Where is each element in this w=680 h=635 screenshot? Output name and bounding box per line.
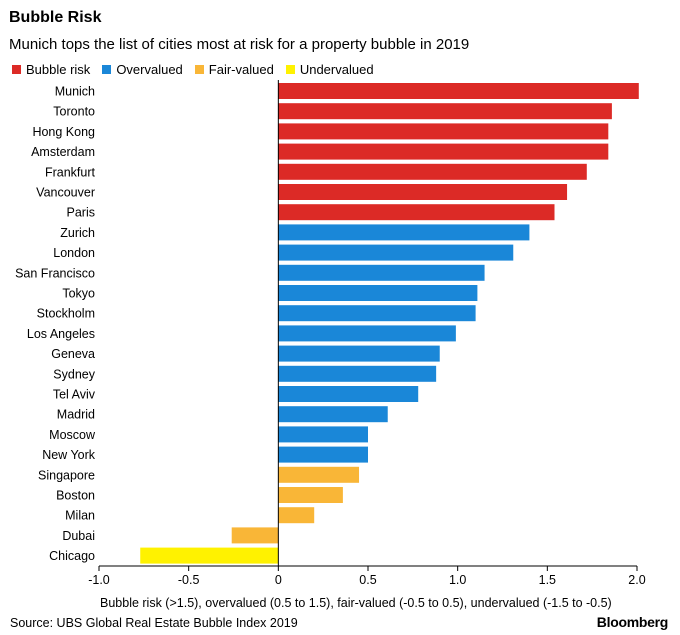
legend-item-bubble-risk: Bubble risk (12, 62, 90, 77)
category-label-tel-aviv: Tel Aviv (53, 388, 96, 402)
bar-singapore (278, 466, 360, 483)
category-label-singapore: Singapore (38, 468, 95, 482)
bar-stockholm (278, 305, 476, 322)
category-label-hong-kong: Hong Kong (32, 125, 95, 139)
chart-subtitle: Munich tops the list of cities most at r… (9, 36, 470, 53)
bar-frankfurt (278, 163, 587, 180)
legend-item-undervalued: Undervalued (285, 62, 374, 77)
x-tick-label: 0.5 (359, 573, 376, 587)
category-label-stockholm: Stockholm (37, 307, 95, 321)
x-tick-label: 1.0 (449, 573, 466, 587)
bar-san-francisco (278, 264, 485, 281)
legend-swatch (194, 65, 204, 74)
bar-toronto (278, 103, 612, 120)
bar-sydney (278, 365, 437, 382)
legend-label: Bubble risk (26, 62, 91, 77)
bar-chart: Munich Toronto Hong Kong Amsterdam Frankfurt… (15, 80, 646, 587)
category-label-madrid: Madrid (57, 408, 95, 422)
category-label-toronto: Toronto (53, 105, 95, 119)
category-label-milan: Milan (65, 509, 95, 523)
bar-london (278, 244, 514, 261)
category-label-munich: Munich (55, 85, 95, 99)
x-axis-label: Bubble risk (>1.5), overvalued (0.5 to 1… (100, 596, 612, 610)
bloomberg-logo: Bloomberg (596, 614, 669, 630)
bar-moscow (278, 426, 368, 443)
category-label-vancouver: Vancouver (36, 186, 95, 200)
legend-item-fair-valued: Fair-valued (194, 62, 274, 77)
category-label-amsterdam: Amsterdam (31, 145, 95, 159)
bar-milan (278, 507, 315, 524)
bar-tokyo (278, 285, 478, 301)
category-label-geneva: Geneva (51, 347, 95, 361)
legend-label: Fair-valued (208, 62, 274, 77)
category-label-boston: Boston (56, 489, 95, 503)
legend-swatch (102, 65, 112, 74)
bar-paris (278, 204, 555, 221)
legend-swatch (12, 65, 21, 74)
category-label-paris: Paris (67, 206, 95, 220)
category-label-chicago: Chicago (49, 549, 95, 563)
chart-title: Bubble Risk (9, 9, 102, 26)
legend: Bubble risk Overvalued Fair-valued Under… (12, 62, 386, 77)
x-tick-label: -1.0 (88, 573, 110, 587)
category-label-new-york: New York (42, 448, 96, 462)
bar-dubai (231, 527, 279, 544)
bar-tel-aviv (278, 386, 419, 402)
x-tick-label: 2.0 (628, 573, 645, 587)
bar-los-angeles (278, 325, 456, 342)
bar-amsterdam (278, 143, 609, 160)
category-label-san-francisco: San Francisco (15, 266, 95, 280)
category-label-moscow: Moscow (49, 428, 96, 442)
bar-geneva (278, 345, 440, 362)
bar-madrid (278, 406, 388, 423)
bar-new-york (278, 446, 368, 463)
category-label-dubai: Dubai (62, 529, 95, 543)
x-tick-label: 0 (275, 573, 282, 587)
bar-chicago (140, 547, 279, 564)
bar-vancouver (278, 184, 568, 200)
legend-swatch (285, 65, 295, 74)
category-label-zurich: Zurich (60, 226, 95, 240)
category-label-sydney: Sydney (53, 367, 95, 381)
source-note: Source: UBS Global Real Estate Bubble In… (10, 616, 298, 630)
legend-item-overvalued: Overvalued (102, 62, 183, 77)
category-label-tokyo: Tokyo (62, 287, 95, 301)
legend-label: Overvalued (116, 62, 183, 77)
bar-munich (278, 83, 639, 99)
category-label-los-angeles: Los Angeles (27, 327, 95, 341)
bar-hong-kong (278, 123, 609, 140)
category-label-frankfurt: Frankfurt (45, 165, 96, 179)
bar-boston (278, 487, 343, 503)
x-tick-label: -0.5 (178, 573, 200, 587)
x-tick-label: 1.5 (539, 573, 556, 587)
legend-label: Undervalued (299, 62, 374, 77)
category-label-london: London (53, 246, 95, 260)
bar-zurich (278, 224, 530, 241)
